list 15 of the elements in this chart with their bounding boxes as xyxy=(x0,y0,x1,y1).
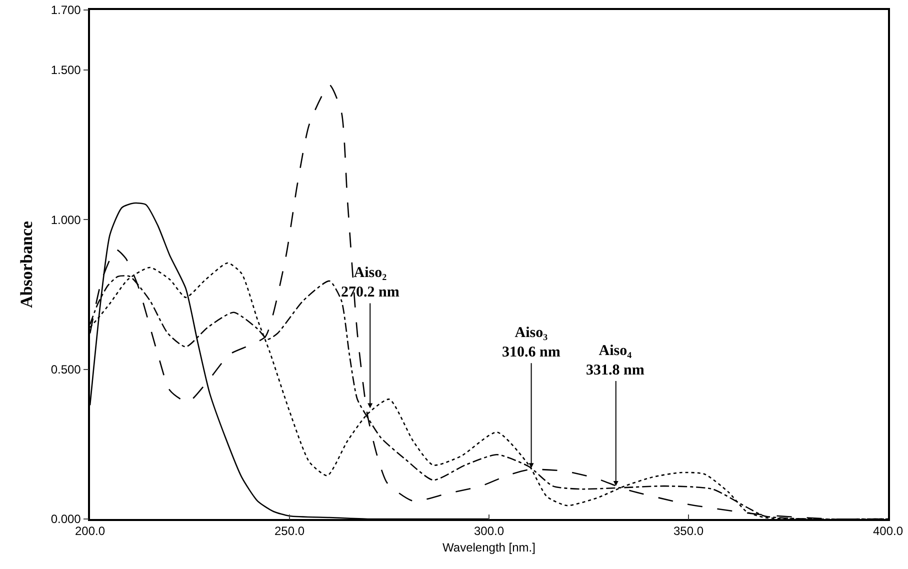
x-tick-label: 200.0 xyxy=(74,524,106,538)
x-axis-title: Wavelength [nm.] xyxy=(442,540,536,555)
x-tick-label: 350.0 xyxy=(673,524,704,538)
y-tick-label: 0.500 xyxy=(50,362,82,376)
y-tick-label: 1.000 xyxy=(50,212,82,227)
y-axis-title: Absorbance xyxy=(16,220,36,308)
x-tick-label: 250.0 xyxy=(274,524,305,538)
annotation: Aiso₂ 270.2 nm xyxy=(341,265,400,300)
y-tick-label: 1.500 xyxy=(50,63,82,78)
x-tick-label: 300.0 xyxy=(474,524,504,538)
annotation: Aiso₄ 331.8 nm xyxy=(586,343,645,378)
x-tick-label: 400.0 xyxy=(872,524,904,538)
y-tick-label: 0.000 xyxy=(50,512,82,526)
annotation: Aiso₃ 310.6 nm xyxy=(502,325,561,360)
y-tick-label: 1.700 xyxy=(50,3,82,18)
